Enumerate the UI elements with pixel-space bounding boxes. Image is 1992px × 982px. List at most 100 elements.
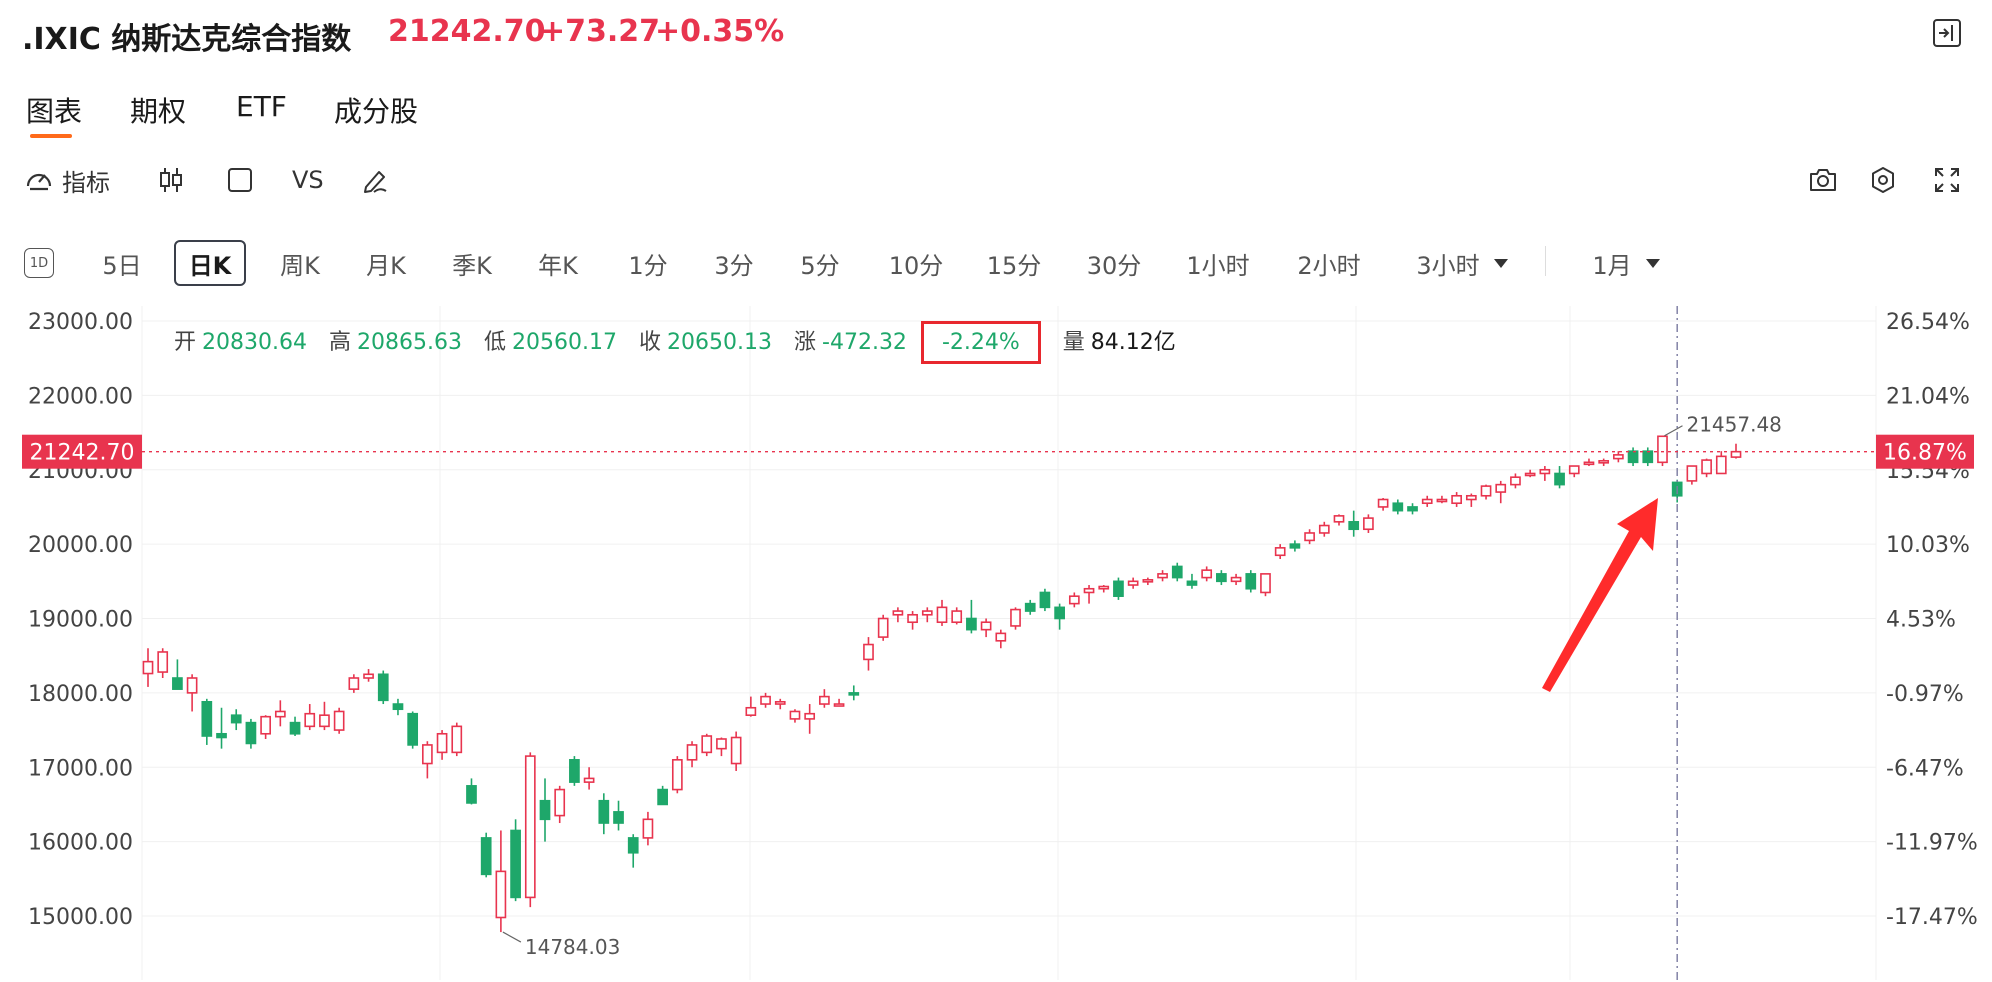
candle-body-down: [627, 837, 639, 854]
candle-body-up: [1083, 587, 1095, 594]
candle-body-down: [1171, 565, 1183, 579]
candle-body-up: [1304, 532, 1315, 542]
candlestick-chart[interactable]: 23000.0022000.0021000.0020000.0019000.00…: [0, 296, 1992, 982]
tab-options[interactable]: 期权: [130, 95, 187, 128]
candle: [230, 709, 242, 731]
candle-body-up: [701, 735, 713, 754]
candle: [569, 756, 580, 786]
candle-body-up: [1436, 498, 1448, 503]
settings-icon[interactable]: [1868, 162, 1898, 198]
candle: [1289, 540, 1301, 552]
candle-body-up: [907, 613, 918, 624]
price-change-pct: +0.35%: [655, 14, 785, 49]
chevron-down-icon: [1493, 258, 1508, 268]
close-value: 20650.13: [667, 330, 772, 355]
current-pct-tag: [1876, 434, 1974, 469]
tab-etf[interactable]: ETF: [236, 90, 287, 123]
candle: [1245, 570, 1257, 593]
tab-components[interactable]: 成分股: [334, 95, 419, 128]
y-tick-right: -6.47%: [1886, 756, 1964, 781]
candle-body-up: [1201, 569, 1213, 579]
change-label: 涨: [794, 330, 817, 355]
candle-body-down: [1054, 606, 1065, 620]
y-tick-right: 21.04%: [1886, 384, 1970, 409]
period-monthly[interactable]: 月K: [366, 251, 406, 280]
y-tick-left: 15000.00: [28, 905, 133, 930]
candle: [1142, 577, 1154, 586]
candle: [848, 685, 860, 701]
candle: [1642, 447, 1654, 467]
candle-body-up: [1377, 498, 1389, 508]
candle-body-up: [348, 677, 360, 690]
period-15min[interactable]: 15分: [986, 251, 1042, 280]
current-price-label: 21242.70: [30, 441, 135, 466]
candle-body-up: [980, 621, 992, 631]
intraday-1d-badge[interactable]: 1D: [24, 248, 54, 278]
volume-value: 84.12亿: [1090, 330, 1176, 355]
period-10min[interactable]: 10分: [888, 251, 944, 280]
y-tick-right: -11.97%: [1886, 831, 1978, 856]
candle-body-down: [392, 703, 404, 711]
min-label: 14784.03: [525, 935, 620, 959]
candle: [201, 698, 213, 745]
candle: [1524, 469, 1536, 478]
candle-body-down: [598, 799, 610, 824]
chart-grid: [141, 306, 1877, 980]
period-1min[interactable]: 1分: [628, 251, 668, 280]
candle-body-up: [1715, 455, 1727, 475]
candle-body-down: [1024, 602, 1036, 612]
candle: [1010, 607, 1021, 630]
open-value: 20830.64: [202, 330, 307, 355]
vs-button[interactable]: VS: [292, 166, 324, 194]
period-5d[interactable]: 5日: [102, 251, 142, 280]
period-30min[interactable]: 30分: [1086, 251, 1142, 280]
y-tick-left: 19000.00: [28, 608, 133, 633]
pen-icon[interactable]: [360, 162, 390, 198]
indicator-button[interactable]: 指标: [24, 162, 110, 198]
square-icon[interactable]: [226, 162, 254, 198]
candle: [1274, 544, 1286, 559]
period-quarterly[interactable]: 季K: [452, 251, 492, 280]
candle: [216, 707, 227, 749]
candle-body-up: [745, 706, 757, 716]
fullscreen-icon[interactable]: [1932, 162, 1962, 198]
candle-body-up: [1318, 524, 1330, 534]
y-tick-right: -0.97%: [1886, 682, 1964, 707]
candle-body-up: [671, 759, 683, 791]
candle-body-up: [274, 710, 286, 718]
candle-body-up: [863, 643, 874, 661]
period-yearly[interactable]: 年K: [538, 251, 578, 280]
candle-body-up: [1451, 494, 1462, 505]
range-dropdown[interactable]: 1月: [1570, 240, 1682, 286]
period-daily[interactable]: 日K: [174, 240, 246, 286]
candle: [789, 709, 801, 723]
candle: [1098, 585, 1110, 593]
period-5min[interactable]: 5分: [800, 251, 840, 280]
candle: [1701, 458, 1712, 478]
period-1h[interactable]: 1小时: [1186, 251, 1250, 280]
candle: [657, 785, 668, 806]
annotation-arrow: [1542, 498, 1658, 692]
candle: [730, 731, 742, 771]
candle: [907, 611, 918, 630]
collapse-right-icon[interactable]: [1932, 18, 1962, 48]
period-weekly[interactable]: 周K: [280, 251, 320, 280]
candle-body-down: [1642, 450, 1654, 464]
candle: [1407, 503, 1418, 515]
candle-body-up: [951, 610, 963, 624]
high-value: 20865.63: [357, 330, 462, 355]
camera-icon[interactable]: [1808, 162, 1838, 198]
candle-body-up: [642, 818, 654, 839]
candle-body-up: [1333, 515, 1345, 523]
candle-body-up: [936, 606, 948, 624]
tab-chart[interactable]: 图表: [26, 95, 83, 128]
candle: [1304, 529, 1315, 545]
candlestick-icon[interactable]: [156, 162, 186, 198]
y-tick-left: 17000.00: [28, 756, 133, 781]
candle: [466, 778, 477, 805]
candle: [1260, 573, 1271, 597]
period-3min[interactable]: 3分: [714, 251, 754, 280]
period-2h[interactable]: 2小时: [1297, 251, 1361, 280]
candle-body-down: [1554, 472, 1565, 486]
period-3h-dropdown[interactable]: 3小时: [1396, 240, 1528, 286]
